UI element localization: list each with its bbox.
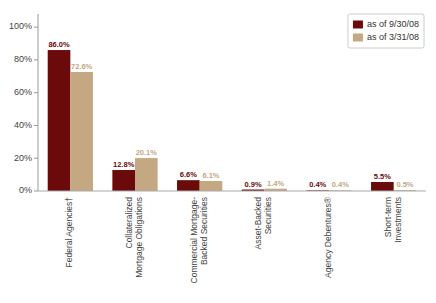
x-tick-label-line: Short-term bbox=[383, 197, 393, 237]
legend-swatch bbox=[353, 34, 363, 42]
y-tick-label: 40% bbox=[14, 120, 32, 130]
bar bbox=[200, 181, 223, 191]
y-tick-label: 60% bbox=[14, 87, 32, 97]
x-tick-label-line: Securities bbox=[264, 197, 274, 234]
y-tick bbox=[34, 92, 38, 93]
y-tick-label: 0% bbox=[19, 185, 32, 195]
y-tick bbox=[34, 27, 38, 28]
x-tick-label: Federal Agencies† bbox=[65, 197, 75, 268]
x-tick-label-line: Collateralized bbox=[124, 197, 134, 249]
y-tick bbox=[34, 125, 38, 126]
x-tick-label: Agency Debentures® bbox=[323, 196, 333, 278]
bar bbox=[112, 170, 135, 191]
data-label: 5.5% bbox=[374, 172, 391, 181]
data-label: 0.4% bbox=[332, 180, 349, 189]
y-tick bbox=[34, 191, 38, 192]
data-label: 0.9% bbox=[244, 180, 261, 189]
baseline bbox=[38, 191, 426, 192]
x-tick-label: Short-termInvestments bbox=[383, 197, 403, 243]
chart: 0% 20% 40% 60% 80% 100% 86.0% 12.8% 6.6% 0.9% 0.4%… bbox=[0, 0, 436, 303]
data-label: 0.4% bbox=[309, 180, 326, 189]
legend-box bbox=[348, 14, 424, 48]
x-tick-label: Asset-BackedSecurities bbox=[254, 197, 274, 250]
y-tick bbox=[34, 158, 38, 159]
legend-swatch bbox=[353, 21, 363, 29]
x-tick-label: Commercial Mortgage-Backed Securities bbox=[189, 197, 209, 284]
data-label: 1.4% bbox=[267, 179, 284, 188]
legend: as of 9/30/08 as of 3/31/08 bbox=[348, 14, 424, 48]
data-label: 6.1% bbox=[202, 171, 219, 180]
data-label: 20.1% bbox=[136, 148, 158, 157]
x-tick-label-line: Federal Agencies† bbox=[65, 197, 75, 268]
y-tick bbox=[34, 59, 38, 60]
data-label: 6.6% bbox=[180, 170, 197, 179]
data-label: 12.8% bbox=[113, 160, 135, 169]
y-axis-line bbox=[38, 14, 39, 191]
legend-label: as of 9/30/08 bbox=[367, 19, 419, 29]
bar bbox=[177, 180, 200, 191]
data-label: 0.5% bbox=[396, 180, 413, 189]
x-tick-label-line: Agency Debentures® bbox=[323, 196, 333, 278]
x-tick-label-line: Asset-Backed bbox=[254, 197, 264, 250]
legend-label: as of 3/31/08 bbox=[367, 32, 419, 42]
y-tick-label: 20% bbox=[14, 153, 32, 163]
x-tick-label: CollateralizedMortgage Obligations bbox=[124, 197, 144, 278]
x-tick-label-line: Commercial Mortgage- bbox=[189, 197, 199, 284]
data-label: 72.6% bbox=[71, 62, 93, 71]
x-tick-label-line: Investments bbox=[393, 197, 403, 243]
bar bbox=[70, 72, 93, 191]
bar bbox=[371, 182, 394, 191]
bars bbox=[48, 50, 417, 191]
bar bbox=[48, 50, 71, 191]
x-tick-label-line: Backed Securities bbox=[199, 197, 209, 265]
y-tick-label: 80% bbox=[14, 54, 32, 64]
x-tick-label-line: Mortgage Obligations bbox=[134, 197, 144, 278]
y-tick-label: 100% bbox=[9, 21, 32, 31]
data-label: 86.0% bbox=[48, 40, 70, 49]
bar bbox=[135, 158, 158, 191]
